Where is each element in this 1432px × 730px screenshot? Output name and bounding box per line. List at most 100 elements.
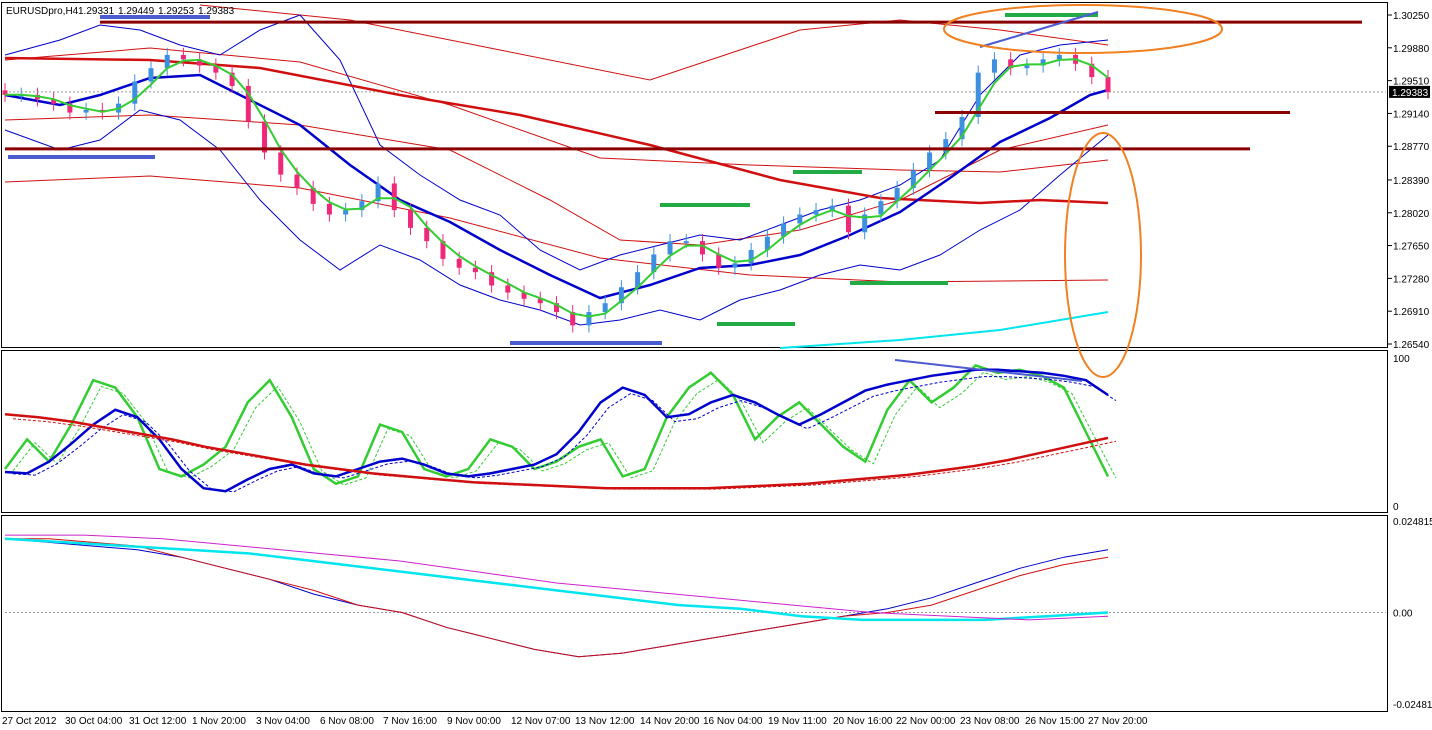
- bull-candle: [148, 68, 154, 82]
- bull-candle: [862, 214, 868, 233]
- bull-candle: [764, 236, 770, 250]
- price-axis: 1.30250 1.29880 1.29510 1.29140 1.28770 1.283…: [1388, 11, 1432, 711]
- ema-slow-line: [4, 56, 1109, 205]
- bull-candle: [748, 250, 754, 264]
- bear-candle: [310, 187, 316, 204]
- bear-candle: [1089, 63, 1095, 78]
- bull-candle: [797, 214, 803, 224]
- bear-candle: [278, 152, 284, 175]
- stochastic-signal-3: [12, 418, 1117, 490]
- time-tick-label: 9 Nov 00:00: [447, 716, 501, 727]
- bear-candle: [262, 121, 268, 153]
- bull-candle: [732, 263, 738, 268]
- price-panel[interactable]: [1, 2, 1388, 348]
- price-tick-label: 1.29510: [1393, 77, 1430, 88]
- orange-ellipse-top: [943, 4, 1223, 54]
- oscillator-series-2: [5, 538, 1109, 658]
- bull-candle: [927, 152, 933, 171]
- bear-candle: [180, 54, 186, 60]
- time-tick-label: 20 Nov 16:00: [833, 716, 893, 727]
- price-plot: [2, 4, 1386, 378]
- bear-candle: [408, 210, 414, 228]
- stochastic-tick-label: 100: [1393, 354, 1410, 365]
- ema-mid-line: [4, 73, 1109, 300]
- bull-candle: [618, 287, 624, 304]
- stochastic-series-1: [3, 363, 1110, 486]
- time-tick-label: 23 Nov 08:00: [960, 716, 1020, 727]
- price-tick-label: 1.28390: [1393, 176, 1430, 187]
- time-tick-label: 31 Oct 12:00: [129, 716, 187, 727]
- time-tick-label: 16 Nov 04:00: [703, 716, 763, 727]
- bear-candle: [440, 241, 446, 259]
- current-price-label: 1.29383: [1392, 88, 1429, 99]
- bull-candle: [781, 223, 787, 237]
- open-value: 1.29331: [78, 6, 115, 17]
- time-tick-label: 7 Nov 16:00: [383, 716, 437, 727]
- time-tick-label: 13 Nov 12:00: [575, 716, 635, 727]
- price-tick-label: 1.29880: [1393, 44, 1430, 55]
- price-tick-label: 1.27650: [1393, 242, 1430, 253]
- bull-candle: [651, 254, 657, 273]
- oscillator-series-4: [5, 534, 1109, 621]
- bull-candle: [878, 201, 884, 215]
- bull-candle: [18, 94, 24, 97]
- price-tick-label: 1.29140: [1393, 109, 1430, 120]
- time-tick-label: 12 Nov 07:00: [511, 716, 571, 727]
- bull-candle: [1024, 65, 1030, 69]
- stochastic-tick-label: 0: [1393, 502, 1399, 513]
- bear-candle: [424, 227, 430, 242]
- stochastic-series-3: [4, 412, 1109, 490]
- low-value: 1.29253: [158, 6, 195, 17]
- bull-candle: [359, 201, 365, 211]
- bull-candle: [132, 81, 138, 104]
- time-tick-label: 27 Nov 20:00: [1088, 716, 1148, 727]
- ema-envelope-lower: [4, 175, 1109, 283]
- bull-candle: [586, 312, 592, 326]
- close-value: 1.29383: [198, 6, 235, 17]
- bull-candle: [635, 272, 641, 288]
- oscillator-series-3: [4, 537, 1109, 622]
- bull-candle: [83, 109, 89, 113]
- bear-candle: [67, 103, 73, 113]
- bull-candle: [943, 139, 949, 153]
- orange-ellipse-right: [1064, 132, 1142, 378]
- bull-candle: [683, 241, 689, 244]
- time-tick-label: 14 Nov 20:00: [640, 716, 700, 727]
- blue-trend-line: [979, 11, 1099, 48]
- ema-envelope-mid: [4, 114, 1109, 246]
- bull-candle: [1040, 59, 1046, 66]
- stochastic-series-2: [4, 368, 1109, 493]
- bear-candle: [570, 312, 576, 326]
- bull-candle: [894, 187, 900, 202]
- time-tick-label: 27 Oct 2012: [2, 716, 57, 727]
- bear-candle: [521, 292, 527, 299]
- price-tick-label: 1.30250: [1393, 11, 1430, 22]
- bear-candle: [213, 65, 219, 73]
- oscillator-plot: [4, 534, 1386, 658]
- bear-candle: [229, 72, 235, 86]
- bull-candle: [667, 241, 673, 255]
- bull-candle: [813, 210, 819, 215]
- bear-candle: [537, 298, 543, 304]
- price-tick-label: 1.28020: [1393, 209, 1430, 220]
- oscillator-tick-label: -0.02481: [1393, 700, 1432, 711]
- bull-candle: [375, 183, 381, 202]
- bear-candle: [699, 241, 705, 255]
- bear-candle: [554, 303, 559, 313]
- bear-candle: [294, 174, 300, 188]
- bull-candle: [991, 59, 997, 73]
- bear-candle: [456, 258, 462, 268]
- bear-candle: [716, 254, 722, 268]
- oscillator-tick-label: 0.00: [1393, 609, 1413, 620]
- time-tick-label: 19 Nov 11:00: [768, 716, 827, 727]
- oscillator-panel[interactable]: [1, 515, 1388, 712]
- time-tick-label: 6 Nov 08:00: [320, 716, 374, 727]
- time-tick-label: 22 Nov 00:00: [896, 716, 956, 727]
- price-tick-label: 1.26540: [1393, 340, 1430, 351]
- bear-candle: [472, 267, 478, 273]
- bear-candle: [1008, 59, 1014, 69]
- bull-candle: [1056, 54, 1062, 60]
- bear-candle: [1105, 77, 1111, 93]
- bull-candle: [975, 72, 981, 117]
